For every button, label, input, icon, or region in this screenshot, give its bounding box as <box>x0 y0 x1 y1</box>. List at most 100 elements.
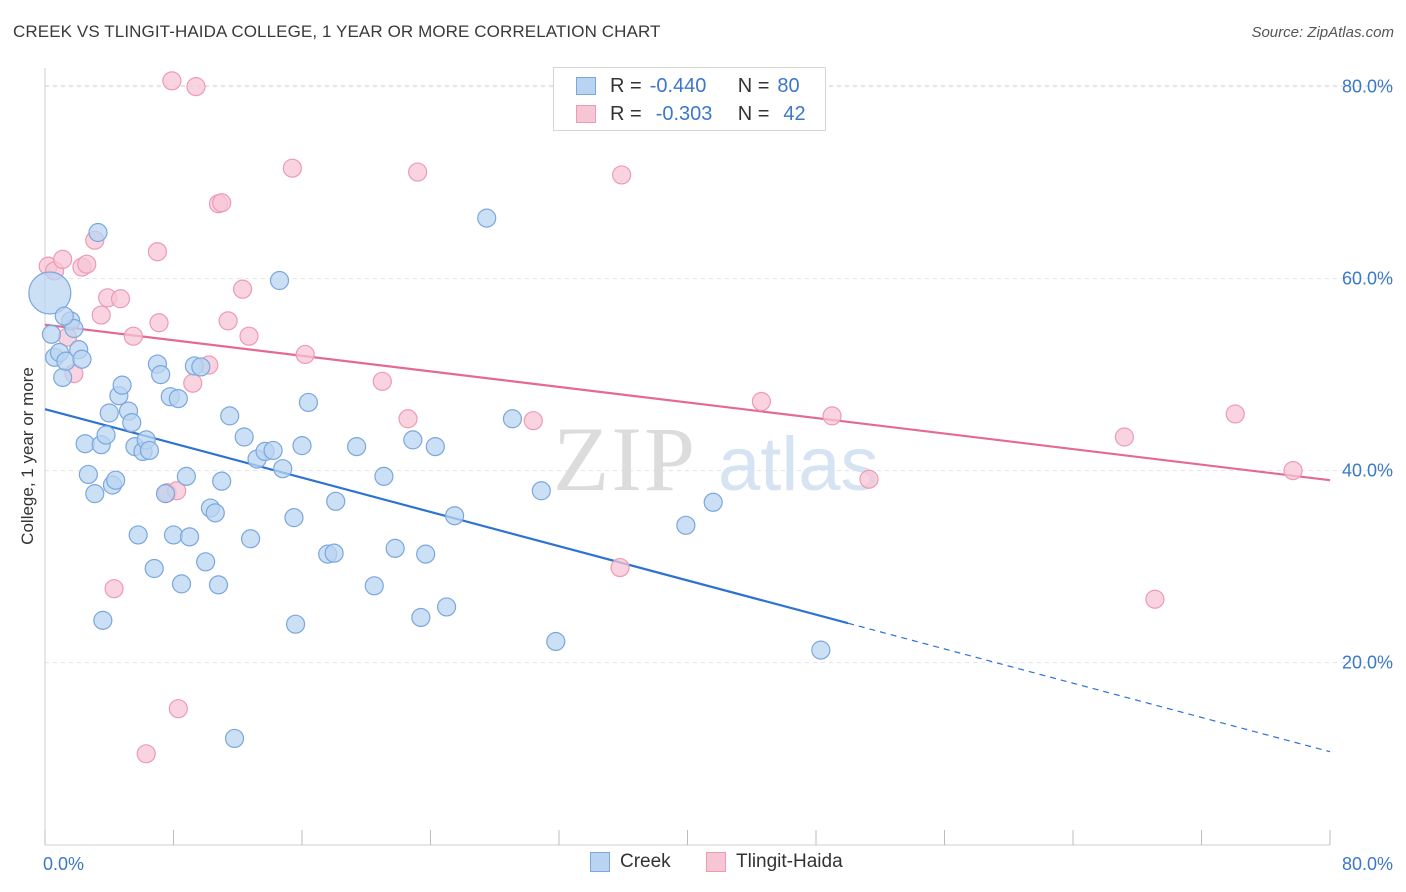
legend-r-label: R = <box>610 102 642 125</box>
creek-point <box>411 607 431 628</box>
creek-point <box>811 640 831 660</box>
tlingit-haida-point <box>610 557 630 578</box>
creek-point <box>144 558 164 579</box>
legend-n-value: 42 <box>783 102 806 125</box>
creek-point <box>96 425 116 445</box>
tlingit-haida-point <box>239 326 259 346</box>
legend-swatch-creek <box>576 77 596 95</box>
tlingit-haida-point <box>295 344 315 365</box>
tlingit-haida-point <box>77 254 97 274</box>
tlingit-haida-point <box>212 193 232 213</box>
creek-point <box>347 437 367 457</box>
creek-point <box>176 466 196 486</box>
trend-lines <box>44 323 1331 753</box>
creek-point <box>72 349 92 369</box>
creek-point <box>163 525 184 545</box>
tlingit-haida-point <box>149 313 169 333</box>
creek-point <box>364 576 384 596</box>
creek-point <box>703 492 723 512</box>
creek-point <box>122 413 142 433</box>
tlingit-haida-point <box>1145 589 1165 609</box>
tlingit-haida-point <box>162 71 182 91</box>
creek-point <box>88 222 108 243</box>
tlingit-haida-point <box>104 579 124 599</box>
creek-point <box>324 543 344 563</box>
creek-point <box>285 614 306 634</box>
tlingit-haida-point <box>372 371 392 391</box>
creek-point <box>416 544 436 564</box>
legend-r-label: R = <box>610 74 642 97</box>
tlingit-haida-point <box>1283 461 1303 481</box>
creek-point <box>205 503 225 523</box>
creek-point <box>85 484 105 504</box>
creek-point <box>502 409 523 429</box>
tlingit-haida-point <box>91 305 111 325</box>
trend-line-tlingit-haida <box>44 323 1331 482</box>
creek-point <box>436 597 457 617</box>
tlingit-haida-point <box>282 158 302 178</box>
source-label: Source: ZipAtlas.com <box>1251 24 1394 41</box>
creek-point <box>106 470 126 490</box>
tlingit-haida-point <box>859 469 879 489</box>
tlingit-haida-point <box>408 162 428 182</box>
creek-point <box>99 403 119 423</box>
legend-row-tlingit-haida: R = -0.303 N = 42 <box>576 103 806 125</box>
creek-point <box>425 437 445 457</box>
creek-point <box>191 357 211 377</box>
y-axis-label: College, 1 year or more <box>18 367 37 545</box>
chart-title: CREEK VS TLINGIT-HAIDA COLLEGE, 1 YEAR O… <box>13 22 661 41</box>
creek-point <box>269 270 290 291</box>
axes <box>44 68 1331 846</box>
creek-point <box>284 508 304 528</box>
tlingit-haida-point <box>186 76 206 97</box>
bottom-legend-creek: Creek <box>590 851 671 873</box>
tlingit-haida-point <box>53 249 73 269</box>
tick-labels: 20.0% 40.0% 60.0% 80.0% 0.0% 80.0% <box>43 77 1393 874</box>
series-tlingit-haida <box>38 71 1303 764</box>
y-tick-label: 80.0% <box>1342 77 1393 97</box>
bottom-legend-label-creek: Creek <box>620 851 671 872</box>
legend-n-label: N = <box>737 74 770 97</box>
creek-point <box>531 481 551 501</box>
creek-point <box>128 525 148 545</box>
creek-point <box>53 367 73 388</box>
tlingit-haida-point <box>1114 427 1135 447</box>
y-tick-label: 60.0% <box>1342 269 1393 289</box>
legend-r-value: -0.440 <box>649 74 707 97</box>
creek-point <box>220 406 240 426</box>
bottom-legend-tlingit-haida: Tlingit-Haida <box>706 851 843 873</box>
creek-point <box>151 365 171 385</box>
legend-r-value: -0.303 <box>655 102 713 125</box>
creek-point <box>444 506 465 526</box>
legend-box: R = -0.440 N = 80 R = -0.303 N = 42 <box>553 67 826 131</box>
creek-point <box>28 271 72 315</box>
legend-swatch-tlingit-haida <box>576 105 596 123</box>
creek-point <box>273 459 293 479</box>
tlingit-haida-point <box>612 165 632 185</box>
bottom-legend-swatch-tlingit-haida <box>706 852 726 872</box>
tlingit-haida-point <box>183 373 203 393</box>
tlingit-haida-point <box>398 409 418 429</box>
creek-point <box>93 610 113 630</box>
creek-point <box>54 306 74 326</box>
tlingit-haida-point <box>110 289 131 309</box>
trend-line-creek-extrapolated <box>847 622 1331 753</box>
legend-n-value: 80 <box>777 74 800 97</box>
creek-point <box>224 728 245 749</box>
creek-point <box>676 515 696 535</box>
tlingit-haida-point <box>822 406 842 426</box>
bottom-legend-swatch-creek <box>590 852 610 872</box>
bottom-legend-label-tlingit-haida: Tlingit-Haida <box>736 851 843 872</box>
y-tick-label: 40.0% <box>1342 461 1393 481</box>
creek-point <box>385 538 405 558</box>
creek-point <box>139 440 160 461</box>
gridlines <box>45 85 1392 664</box>
tlingit-haida-point <box>136 744 156 764</box>
tlingit-haida-point <box>751 391 771 412</box>
creek-point <box>208 575 229 595</box>
creek-point <box>196 552 216 572</box>
legend-row-creek: R = -0.440 N = 80 <box>576 75 800 97</box>
series-creek <box>28 208 831 749</box>
watermark-atlas: atlas <box>718 422 879 507</box>
